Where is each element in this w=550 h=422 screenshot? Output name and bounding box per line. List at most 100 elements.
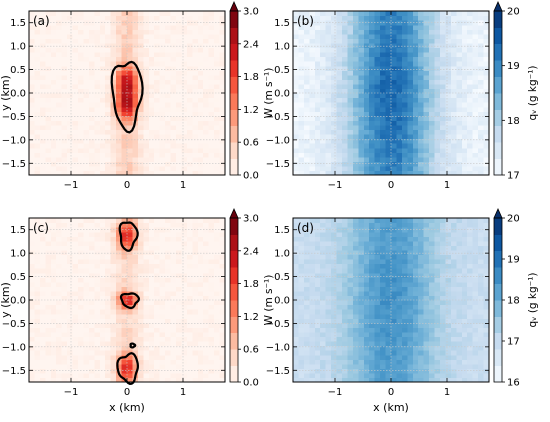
- heatmap-cell: [363, 20, 370, 26]
- heatmap-cell: [440, 38, 447, 44]
- heatmap-cell: [50, 24, 57, 30]
- heatmap-cell: [320, 143, 327, 149]
- heatmap-cell: [148, 93, 155, 99]
- heatmap-cell: [336, 38, 343, 44]
- y-tick-label: 0.0: [10, 296, 26, 307]
- heatmap-cell: [165, 156, 172, 162]
- heatmap-cell: [450, 15, 457, 21]
- heatmap-cell: [483, 56, 490, 62]
- heatmap-cell: [374, 38, 381, 44]
- heatmap-cell: [369, 354, 376, 360]
- heatmap-cell: [39, 143, 46, 149]
- heatmap-cell: [39, 152, 46, 158]
- heatmap-cell: [374, 93, 381, 99]
- heatmap-cell: [121, 152, 128, 158]
- heatmap-cell: [181, 11, 188, 17]
- heatmap-cell: [154, 368, 161, 374]
- heatmap-cell: [418, 222, 425, 228]
- heatmap-cell: [34, 345, 41, 351]
- heatmap-cell: [352, 363, 359, 369]
- heatmap-cell: [165, 268, 172, 274]
- heatmap-cell: [385, 286, 392, 292]
- heatmap-cell: [293, 327, 300, 333]
- heatmap-cell: [50, 138, 57, 144]
- heatmap-cell: [472, 134, 479, 140]
- heatmap-cell: [336, 102, 343, 108]
- heatmap-cell: [434, 124, 441, 131]
- heatmap-cell: [331, 147, 338, 153]
- heatmap-cell: [412, 304, 419, 310]
- heatmap-cell: [34, 363, 41, 369]
- heatmap-cell: [203, 322, 210, 328]
- heatmap-cell: [192, 322, 199, 328]
- heatmap-cell: [165, 304, 172, 310]
- heatmap-cell: [94, 222, 101, 228]
- heatmap-cell: [331, 236, 338, 242]
- heatmap-cell: [197, 134, 204, 140]
- heatmap-cell: [418, 300, 425, 306]
- heatmap-cell: [105, 345, 112, 351]
- heatmap-cell: [192, 249, 199, 256]
- heatmap-cell: [61, 222, 68, 228]
- heatmap-cell: [165, 38, 172, 44]
- heatmap-cell: [176, 281, 183, 287]
- heatmap-cell: [325, 218, 332, 224]
- heatmap-cell: [363, 134, 370, 140]
- heatmap-cell: [456, 152, 463, 158]
- heatmap-cell: [347, 295, 354, 301]
- heatmap-cell: [396, 52, 403, 58]
- heatmap-cell: [56, 336, 63, 342]
- heatmap-cell: [56, 295, 63, 301]
- heatmap-cell: [181, 52, 188, 58]
- heatmap-cell: [148, 218, 155, 224]
- heatmap-cell: [170, 120, 177, 126]
- heatmap-cell: [347, 97, 354, 103]
- heatmap-cell: [385, 290, 392, 297]
- heatmap-cell: [314, 156, 321, 162]
- heatmap-cell: [423, 102, 430, 108]
- heatmap-cell: [94, 88, 101, 94]
- heatmap-cell: [143, 372, 150, 379]
- heatmap-cell: [99, 309, 106, 315]
- heatmap-cell: [132, 281, 139, 287]
- heatmap-cell: [110, 38, 117, 44]
- heatmap-cell: [440, 65, 447, 71]
- heatmap-cell: [159, 20, 166, 26]
- heatmap-cell: [325, 277, 332, 283]
- heatmap-cell: [396, 231, 403, 237]
- heatmap-cell: [61, 134, 68, 140]
- heatmap-cell: [325, 363, 332, 369]
- heatmap-cell: [154, 304, 161, 310]
- heatmap-cell: [176, 350, 183, 356]
- heatmap-cell: [461, 120, 468, 126]
- heatmap-cell: [176, 363, 183, 369]
- heatmap-cell: [298, 156, 305, 162]
- heatmap-cell: [88, 170, 95, 176]
- heatmap-cell: [445, 38, 452, 44]
- heatmap-cell: [203, 363, 210, 369]
- heatmap-cell: [385, 24, 392, 30]
- heatmap-cell: [347, 106, 354, 112]
- heatmap-cell: [401, 138, 408, 144]
- heatmap-cell: [203, 147, 210, 153]
- heatmap-cell: [347, 236, 354, 242]
- heatmap-cell: [423, 74, 430, 80]
- heatmap-cell: [331, 313, 338, 319]
- heatmap-cell: [418, 281, 425, 287]
- heatmap-cell: [192, 245, 199, 251]
- heatmap-cell: [208, 345, 215, 351]
- heatmap-cell: [154, 254, 161, 260]
- heatmap-cell: [192, 29, 199, 35]
- heatmap-cell: [407, 350, 414, 356]
- heatmap-cell: [418, 97, 425, 103]
- heatmap-cell: [154, 331, 161, 338]
- heatmap-cell: [358, 254, 365, 260]
- heatmap-cell: [197, 281, 204, 287]
- heatmap-cell: [94, 97, 101, 103]
- heatmap-cell: [440, 120, 447, 126]
- heatmap-cell: [192, 38, 199, 44]
- heatmap-cell: [412, 313, 419, 319]
- heatmap-cell: [461, 52, 468, 58]
- heatmap-cell: [423, 322, 430, 328]
- heatmap-cell: [170, 327, 177, 333]
